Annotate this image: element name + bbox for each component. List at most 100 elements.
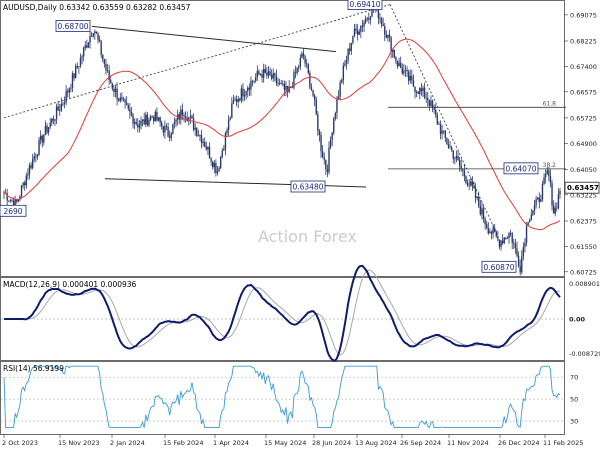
candle-body xyxy=(51,118,53,123)
candle-body xyxy=(65,91,67,103)
candle-body xyxy=(218,168,220,172)
candle-body xyxy=(87,42,90,48)
candle-body xyxy=(54,119,56,121)
candle-body xyxy=(94,31,96,34)
candle-body xyxy=(38,139,40,155)
candle-body xyxy=(339,82,341,97)
candle-body xyxy=(532,210,534,215)
candle-body xyxy=(178,114,180,120)
candle-body xyxy=(76,66,78,68)
rsi-tick-label: 50 xyxy=(570,396,578,404)
price-tick-label: 0.61550 xyxy=(570,243,597,251)
candle-body xyxy=(317,114,319,131)
candle-body xyxy=(154,111,157,122)
candle-body xyxy=(379,18,381,20)
candle-body xyxy=(224,132,227,149)
candle-body xyxy=(208,146,211,159)
candle-body xyxy=(262,68,265,78)
candle-body xyxy=(382,24,384,27)
candle-body xyxy=(258,71,260,75)
candle-body xyxy=(259,74,262,75)
date-tick-label: 26 Sep 2024 xyxy=(400,439,441,447)
trendline xyxy=(3,4,391,119)
moving-average-line xyxy=(3,38,561,231)
candle-body xyxy=(47,127,50,133)
candle-body xyxy=(33,156,35,160)
last-price-label: 0.63457 xyxy=(567,184,599,192)
candle-body xyxy=(318,130,321,135)
candle-body xyxy=(49,122,51,128)
candle-body xyxy=(516,248,518,256)
candle-body xyxy=(124,99,126,103)
candle-body xyxy=(473,186,475,189)
candle-body xyxy=(153,117,155,122)
candle-body xyxy=(9,199,12,201)
candle-body xyxy=(62,103,64,105)
candle-body xyxy=(119,97,121,101)
candle-body xyxy=(138,125,141,128)
candle-body xyxy=(407,71,410,81)
candle-body xyxy=(98,39,101,42)
candle-body xyxy=(250,80,252,90)
candle-body xyxy=(86,45,88,48)
candle-body xyxy=(114,88,117,93)
fib-label: 38.2 xyxy=(543,162,557,169)
candle-body xyxy=(529,219,531,223)
candle-body xyxy=(455,156,458,159)
candle-body xyxy=(501,240,504,244)
candle-body xyxy=(468,185,470,186)
candle-body xyxy=(81,56,83,58)
candle-body xyxy=(492,228,494,234)
candle-body xyxy=(121,97,123,100)
candle-body xyxy=(12,200,15,208)
candle-body xyxy=(559,191,561,195)
candle-body xyxy=(282,83,284,85)
date-tick-label: 2 Jan 2024 xyxy=(110,439,145,447)
candle-body xyxy=(325,159,327,170)
candle-body xyxy=(100,41,102,55)
candle-body xyxy=(52,118,55,121)
candle-body xyxy=(505,237,507,239)
candle-body xyxy=(390,37,392,52)
candle-body xyxy=(20,185,23,197)
candle-body xyxy=(194,127,196,130)
candle-body xyxy=(380,18,383,25)
candle-body xyxy=(509,233,512,234)
candle-body xyxy=(298,66,300,68)
candle-body xyxy=(404,69,407,71)
candle-body xyxy=(329,139,332,148)
candle-body xyxy=(149,116,152,121)
rsi-tick-label: 30 xyxy=(570,418,578,426)
price-tick-label: 0.67400 xyxy=(570,63,597,71)
candle-body xyxy=(159,117,161,123)
candle-body xyxy=(84,45,86,48)
candle-body xyxy=(251,80,254,82)
candle-body xyxy=(8,200,10,202)
candle-body xyxy=(450,147,453,151)
candle-body xyxy=(221,150,223,157)
candle-body xyxy=(444,130,446,139)
candle-body xyxy=(466,182,469,186)
candle-body xyxy=(157,117,160,121)
candle-body xyxy=(90,36,93,37)
candle-body xyxy=(211,161,214,168)
candle-body xyxy=(184,116,187,119)
candle-body xyxy=(162,126,165,133)
price-series xyxy=(3,0,561,276)
rsi-panel-frame xyxy=(0,361,565,435)
price-label: 0.64070 xyxy=(505,164,536,173)
watermark: Action Forex xyxy=(258,227,357,246)
candle-body xyxy=(428,100,431,107)
candle-body xyxy=(219,156,222,169)
candle-body xyxy=(336,99,338,114)
candle-body xyxy=(341,80,343,83)
candle-body xyxy=(460,165,462,169)
candle-body xyxy=(253,80,255,82)
candle-body xyxy=(420,88,423,92)
candle-body xyxy=(92,33,94,37)
candle-body xyxy=(396,60,399,67)
candle-body xyxy=(522,247,525,257)
candle-body xyxy=(43,134,45,143)
candle-body xyxy=(427,97,429,101)
date-tick-label: 15 May 2024 xyxy=(264,439,306,447)
